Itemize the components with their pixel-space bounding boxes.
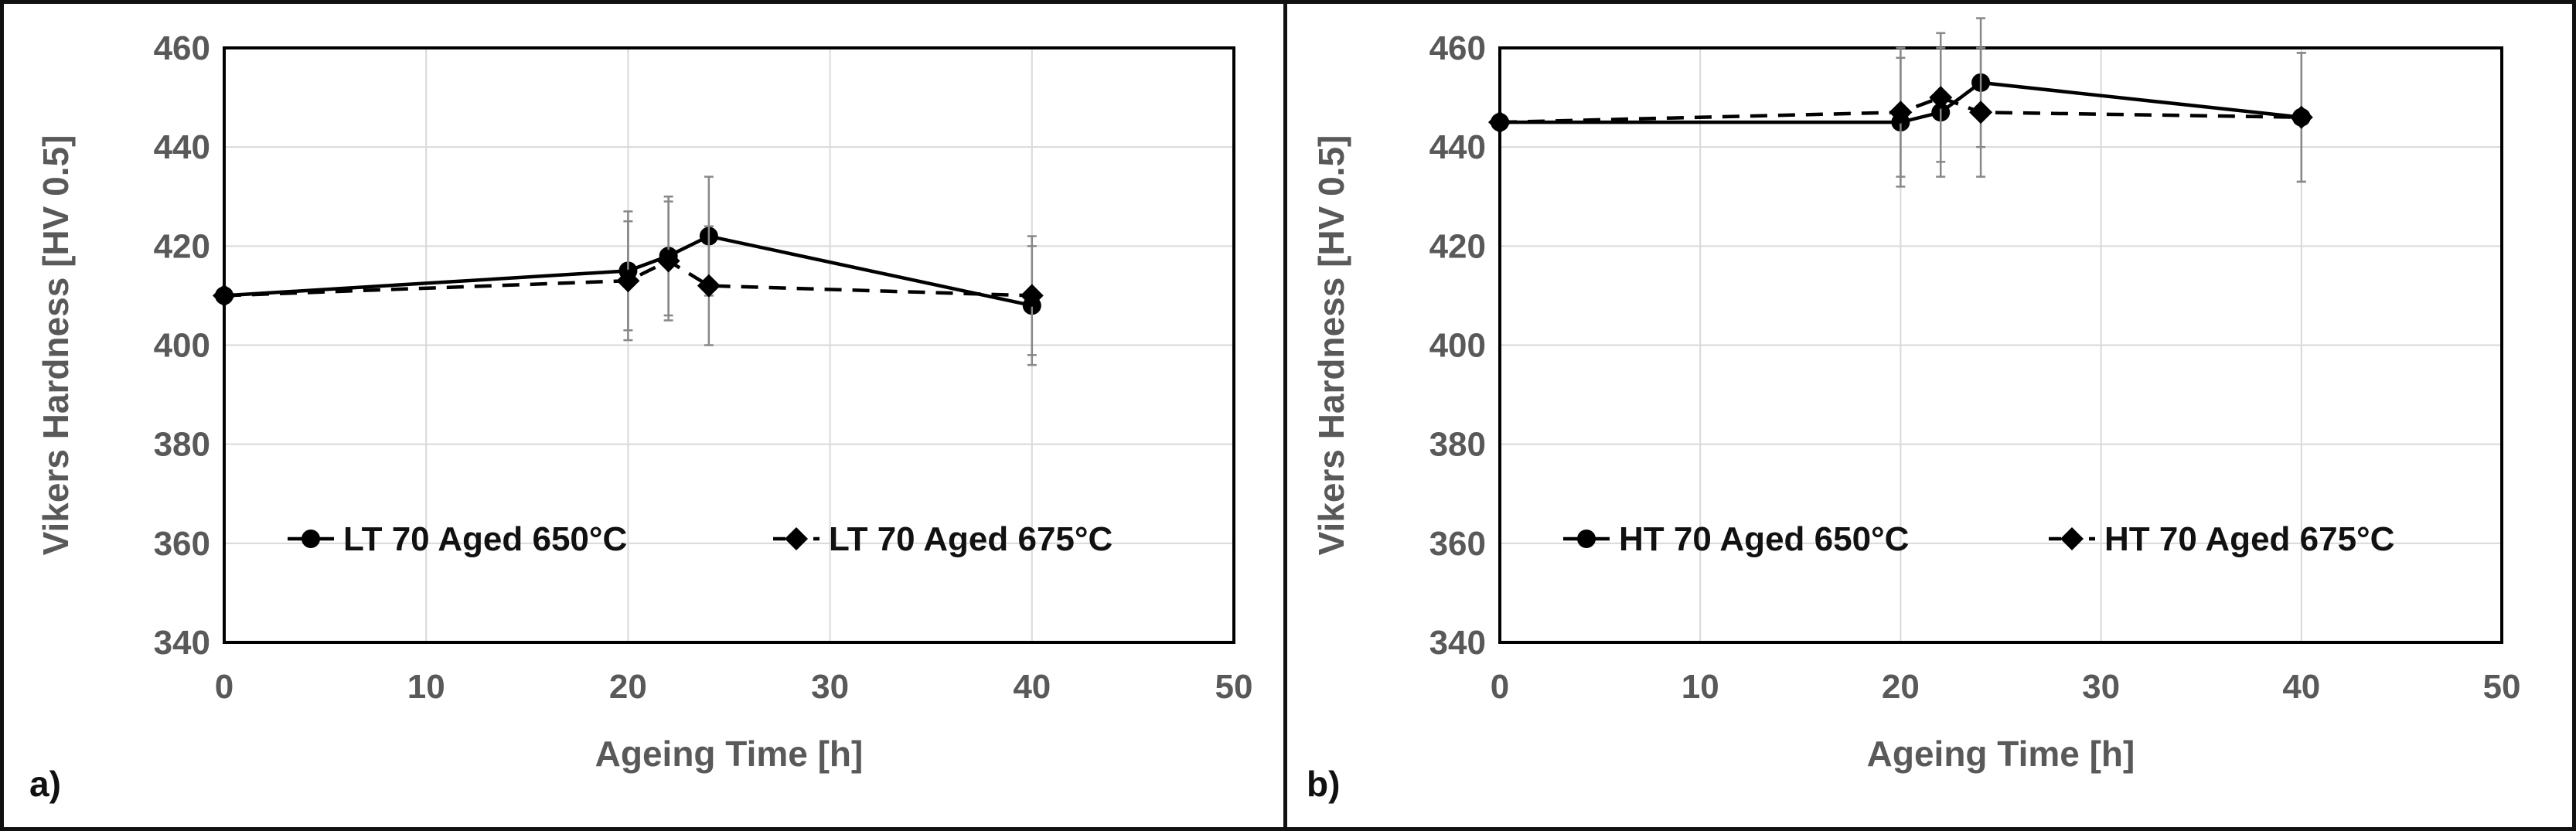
y-axis-title: Vikers Hardness [HV 0.5] <box>1311 135 1351 556</box>
data-point <box>1889 100 1913 124</box>
panel-label: b) <box>1307 764 1340 804</box>
y-tick-label: 380 <box>154 426 210 464</box>
x-tick-label: 0 <box>215 668 233 706</box>
x-tick-label: 40 <box>1013 668 1051 706</box>
legend-entry: HT 70 Aged 675°C <box>2049 520 2394 558</box>
legend-label: HT 70 Aged 650°C <box>1619 520 1909 558</box>
series-line <box>1499 95 2302 124</box>
y-tick-label: 420 <box>154 227 210 265</box>
chart-panel-a: 340 360 380 400 420 440 460 0 10 20 30 40 50 Ageing T… <box>29 29 1252 804</box>
data-point <box>697 274 721 298</box>
plot-area <box>1498 46 2503 644</box>
y-tick-label: 440 <box>154 128 210 166</box>
legend-entry: LT 70 Aged 675°C <box>773 520 1113 558</box>
data-point <box>1488 111 1511 135</box>
legend-marker <box>785 527 808 550</box>
chart-panel-b: 340 360 380 400 420 440 460 0 10 20 30 40 50 Ageing T… <box>1307 17 2521 804</box>
x-tick-label: 0 <box>1491 668 1509 706</box>
x-axis-title: Ageing Time [h] <box>1867 734 2135 774</box>
y-tick-label: 400 <box>1429 327 1486 365</box>
y-tick-label: 360 <box>154 525 210 563</box>
y-tick-label: 460 <box>154 29 210 67</box>
x-tick-label: 50 <box>2483 668 2521 706</box>
x-tick-label: 20 <box>609 668 647 706</box>
legend-entry: HT 70 Aged 650°C <box>1563 520 1909 558</box>
data-point <box>616 269 640 293</box>
legend-entry: LT 70 Aged 650°C <box>288 520 627 558</box>
data-point <box>1969 100 1993 124</box>
legend-marker <box>302 530 320 548</box>
series-aged-675 <box>213 200 1044 356</box>
x-tick-label: 10 <box>1682 668 1719 706</box>
legend-marker <box>1577 530 1596 548</box>
data-point <box>656 249 680 273</box>
plot-area <box>223 46 1235 644</box>
panel-label: a) <box>29 764 61 804</box>
legend-label: LT 70 Aged 650°C <box>343 520 627 558</box>
legend-label: LT 70 Aged 675°C <box>829 520 1113 558</box>
x-tick-label: 50 <box>1215 668 1253 706</box>
data-point <box>1020 284 1044 308</box>
y-tick-label: 440 <box>1429 128 1486 166</box>
data-point <box>2289 105 2313 129</box>
y-tick-label: 380 <box>1429 426 1486 464</box>
x-tick-label: 10 <box>407 668 445 706</box>
y-tick-label: 340 <box>154 624 210 662</box>
y-tick-label: 340 <box>1429 624 1486 662</box>
legend-label: HT 70 Aged 675°C <box>2104 520 2394 558</box>
y-tick-label: 420 <box>1429 227 1486 265</box>
series-aged-675 <box>1488 32 2313 183</box>
data-point <box>213 284 236 308</box>
x-axis-title: Ageing Time [h] <box>595 734 864 774</box>
legend-marker <box>2060 527 2084 550</box>
y-tick-label: 460 <box>1429 29 1486 67</box>
y-tick-label: 360 <box>1429 525 1486 563</box>
y-tick-label: 400 <box>154 327 210 365</box>
panel-divider <box>1283 0 1287 831</box>
x-tick-label: 30 <box>811 668 849 706</box>
y-axis-title: Vikers Hardness [HV 0.5] <box>36 135 76 556</box>
x-tick-label: 30 <box>2082 668 2120 706</box>
data-point <box>1929 86 1953 110</box>
x-tick-label: 40 <box>2282 668 2320 706</box>
x-tick-label: 20 <box>1882 668 1920 706</box>
